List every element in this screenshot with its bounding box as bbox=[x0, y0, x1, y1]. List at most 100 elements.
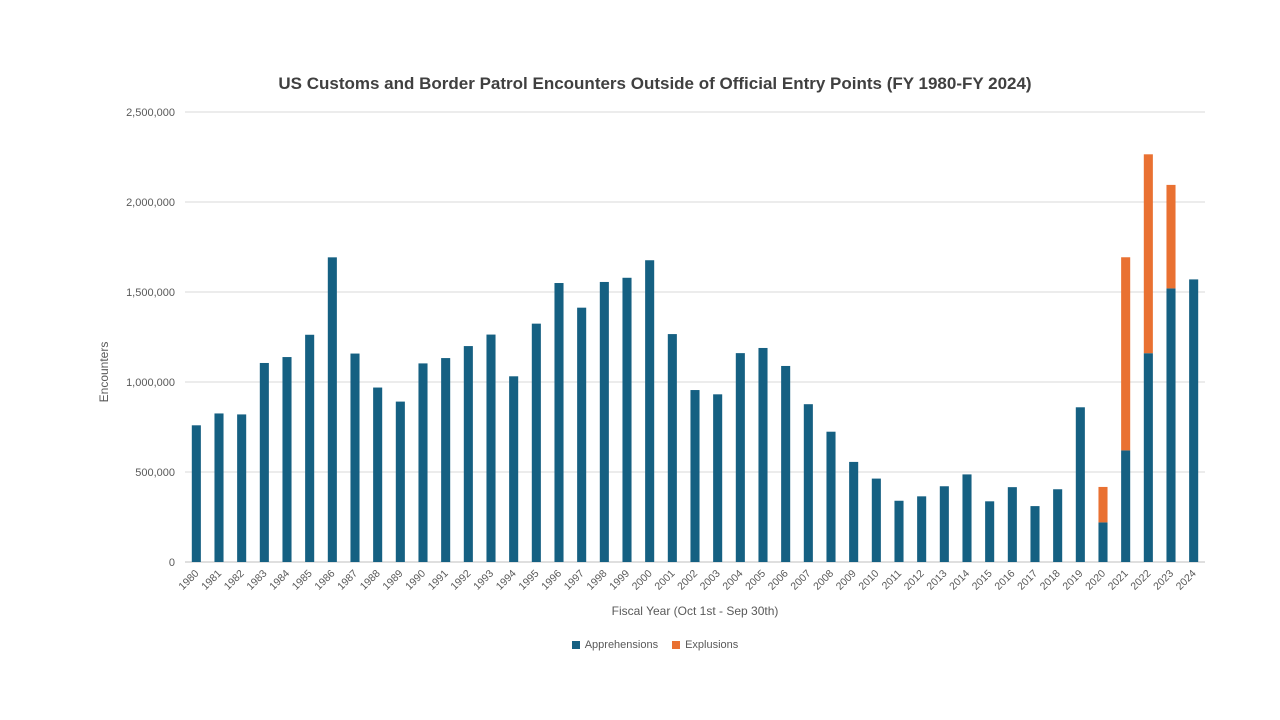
bar-apprehensions bbox=[373, 387, 383, 562]
legend: Apprehensions Explusions bbox=[0, 639, 1280, 651]
bar-apprehensions bbox=[237, 414, 247, 562]
bar-apprehensions bbox=[1030, 506, 1040, 562]
bar-apprehensions bbox=[894, 500, 904, 562]
bar-apprehensions bbox=[1007, 487, 1017, 562]
bar-apprehensions bbox=[758, 347, 768, 562]
x-tick-label: 2003 bbox=[698, 568, 723, 593]
y-tick-label: 2,500,000 bbox=[126, 107, 175, 119]
bar-apprehensions bbox=[1098, 522, 1108, 562]
bar-apprehensions bbox=[531, 323, 541, 562]
bar-apprehensions bbox=[962, 474, 972, 562]
bar-apprehensions bbox=[985, 501, 995, 562]
x-tick-label: 2007 bbox=[788, 568, 813, 593]
x-tick-label: 1985 bbox=[290, 568, 315, 593]
x-tick-label: 2023 bbox=[1151, 568, 1176, 593]
bar-apprehensions bbox=[690, 390, 700, 562]
x-tick-label: 2002 bbox=[675, 568, 700, 593]
bar-apprehensions bbox=[577, 307, 587, 562]
bar-apprehensions bbox=[463, 346, 473, 562]
x-tick-label: 2024 bbox=[1174, 568, 1199, 593]
legend-item-explusions: Explusions bbox=[672, 639, 738, 651]
y-tick-label: 2,000,000 bbox=[126, 197, 175, 209]
legend-item-apprehensions: Apprehensions bbox=[571, 639, 659, 651]
x-tick-label: 2011 bbox=[880, 568, 905, 593]
x-tick-label: 1983 bbox=[244, 568, 269, 593]
bar-apprehensions bbox=[803, 404, 813, 562]
y-tick-label: 1,500,000 bbox=[126, 287, 175, 299]
legend-swatch-apprehensions bbox=[571, 641, 580, 649]
bar-apprehensions bbox=[849, 461, 859, 562]
x-tick-label: 1998 bbox=[584, 568, 609, 593]
x-tick-label: 1981 bbox=[199, 568, 224, 593]
x-tick-label: 1994 bbox=[494, 568, 519, 593]
x-tick-label: 1980 bbox=[176, 568, 201, 593]
x-tick-label: 2012 bbox=[902, 568, 927, 593]
x-tick-label: 1987 bbox=[335, 568, 360, 593]
bar-apprehensions bbox=[645, 260, 655, 562]
bar-apprehensions bbox=[713, 394, 723, 562]
legend-label-apprehensions: Apprehensions bbox=[584, 639, 659, 651]
bar-apprehensions bbox=[214, 413, 224, 562]
bar-apprehensions bbox=[939, 486, 949, 562]
x-tick-label: 2009 bbox=[834, 568, 859, 593]
x-tick-label: 1982 bbox=[222, 568, 247, 593]
bar-apprehensions bbox=[781, 365, 791, 562]
x-tick-label: 1989 bbox=[380, 568, 405, 593]
bar-apprehensions bbox=[1189, 279, 1199, 562]
x-tick-label: 2016 bbox=[992, 568, 1017, 593]
bar-explusions bbox=[1098, 486, 1108, 523]
x-tick-label: 2018 bbox=[1038, 568, 1063, 593]
y-tick-label: 500,000 bbox=[135, 467, 175, 479]
legend-swatch-explusions bbox=[672, 641, 681, 649]
bar-explusions bbox=[1143, 154, 1153, 354]
bar-apprehensions bbox=[509, 376, 519, 562]
x-tick-label: 1993 bbox=[471, 568, 496, 593]
bar-apprehensions bbox=[191, 425, 201, 562]
bar-apprehensions bbox=[667, 334, 677, 562]
bar-explusions bbox=[1166, 184, 1176, 289]
x-tick-label: 2005 bbox=[743, 568, 768, 593]
x-tick-label: 1990 bbox=[403, 568, 428, 593]
x-tick-label: 2001 bbox=[652, 568, 677, 593]
bar-apprehensions bbox=[441, 358, 451, 562]
x-tick-label: 2006 bbox=[766, 568, 791, 593]
x-axis-title: Fiscal Year (Oct 1st - Sep 30th) bbox=[611, 604, 779, 618]
x-tick-label: 2022 bbox=[1128, 568, 1153, 593]
x-tick-label: 2021 bbox=[1106, 568, 1131, 593]
bar-apprehensions bbox=[1143, 353, 1153, 562]
bar-apprehensions bbox=[826, 431, 836, 562]
x-tick-label: 1997 bbox=[562, 568, 587, 593]
x-tick-label: 2017 bbox=[1015, 568, 1040, 593]
x-tick-label: 2004 bbox=[720, 568, 745, 593]
x-tick-label: 2019 bbox=[1060, 568, 1085, 593]
bar-apprehensions bbox=[917, 496, 927, 562]
x-tick-label: 1995 bbox=[516, 568, 541, 593]
x-tick-label: 1988 bbox=[358, 568, 383, 593]
x-tick-label: 2000 bbox=[630, 568, 655, 593]
bar-apprehensions bbox=[871, 478, 881, 562]
x-tick-label: 2010 bbox=[856, 568, 881, 593]
bar-apprehensions bbox=[1166, 288, 1176, 562]
x-tick-label: 1996 bbox=[539, 568, 564, 593]
x-tick-label: 2013 bbox=[924, 568, 949, 593]
x-tick-label: 2014 bbox=[947, 568, 972, 593]
bar-apprehensions bbox=[395, 401, 405, 562]
bar-apprehensions bbox=[282, 357, 292, 562]
bar-apprehensions bbox=[622, 277, 632, 562]
bar-apprehensions bbox=[305, 334, 315, 562]
bar-apprehensions bbox=[554, 283, 564, 562]
y-tick-label: 0 bbox=[169, 557, 175, 569]
legend-label-explusions: Explusions bbox=[685, 639, 739, 651]
bar-apprehensions bbox=[418, 363, 428, 562]
bar-apprehensions bbox=[1075, 407, 1085, 562]
bar-apprehensions bbox=[1053, 489, 1063, 562]
x-tick-label: 1986 bbox=[312, 568, 337, 593]
bar-apprehensions bbox=[486, 334, 496, 562]
bar-apprehensions bbox=[327, 257, 337, 562]
bar-apprehensions bbox=[599, 281, 609, 562]
chart-title: US Customs and Border Patrol Encounters … bbox=[278, 74, 1032, 93]
x-tick-label: 2015 bbox=[970, 568, 995, 593]
y-tick-label: 1,000,000 bbox=[126, 377, 175, 389]
